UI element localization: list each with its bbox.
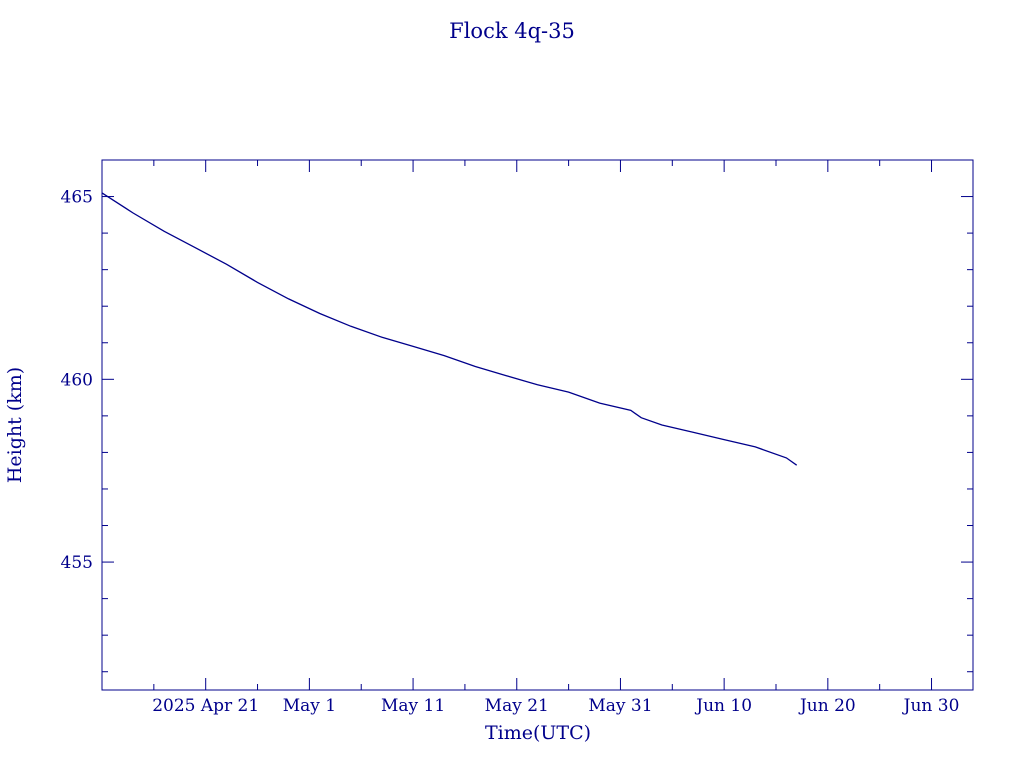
height-series-line xyxy=(101,192,798,466)
x-axis-label: Time(UTC) xyxy=(485,722,591,744)
y-tick-labels: 455 460 465 xyxy=(61,188,93,574)
plot-frame xyxy=(101,159,974,691)
x-tick-label: May 11 xyxy=(381,696,445,716)
x-tick-label: Jun 10 xyxy=(694,696,752,716)
x-tick-label: May 21 xyxy=(485,696,549,716)
y-tick-label: 455 xyxy=(61,553,93,573)
x-tick-labels: 2025 Apr 21 May 1 May 11 May 21 May 31 Jun 10… xyxy=(152,696,959,716)
x-tick-label: May 31 xyxy=(588,696,652,716)
chart-title: Flock 4q-35 xyxy=(449,19,575,43)
x-tick-label: Jun 20 xyxy=(798,696,856,716)
x-tick-label: May 1 xyxy=(283,696,336,716)
axis-ticks xyxy=(102,159,973,690)
y-tick-label: 465 xyxy=(61,188,93,208)
y-tick-label: 460 xyxy=(61,370,93,390)
y-axis-label: Height (km) xyxy=(4,367,26,483)
x-tick-label: 2025 Apr 21 xyxy=(152,696,259,716)
x-tick-label: Jun 30 xyxy=(902,696,960,716)
